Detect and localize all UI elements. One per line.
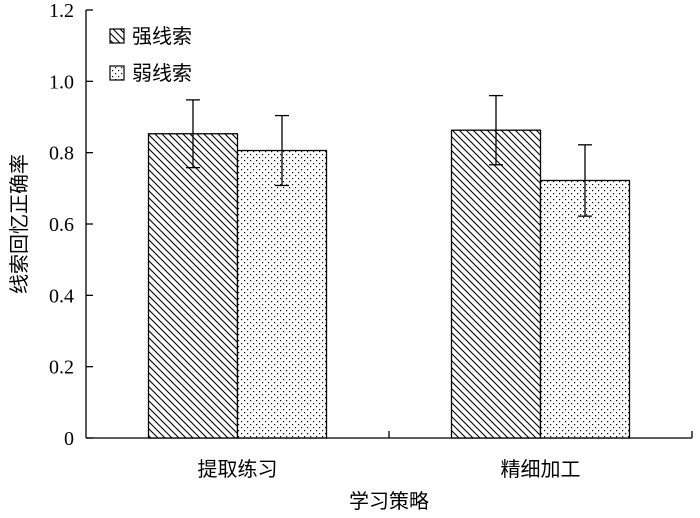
y-tick-label: 1.0 (49, 71, 74, 93)
y-tick-label: 1.2 (49, 0, 74, 22)
x-tick-label: 提取练习 (198, 457, 278, 481)
y-axis-label: 线索回忆正确率 (7, 154, 31, 294)
x-ticks: 提取练习 精细加工 (198, 431, 693, 481)
legend-swatch-weak-cue (109, 65, 125, 81)
legend: 强线索 弱线索 (109, 24, 192, 85)
bar (539, 179, 631, 439)
legend-swatch-strong-cue (109, 28, 125, 44)
y-ticks: 0 0.2 0.4 0.6 0.8 1.0 1.2 (49, 0, 93, 450)
legend-label-weak-cue: 弱线索 (132, 61, 192, 85)
x-tick-label: 精细加工 (501, 457, 581, 481)
y-tick-label: 0.6 (49, 214, 74, 236)
y-tick-label: 0.4 (49, 285, 74, 307)
y-tick-label: 0.8 (49, 143, 74, 165)
bar (236, 149, 328, 439)
bar (450, 129, 542, 439)
legend-label-strong-cue: 强线索 (132, 24, 192, 48)
x-axis-label: 学习策略 (349, 489, 429, 513)
bars (147, 129, 631, 439)
error-bars (186, 94, 592, 217)
y-tick-label: 0.2 (49, 357, 74, 379)
y-tick-label: 0 (64, 428, 74, 450)
bar (147, 133, 239, 439)
